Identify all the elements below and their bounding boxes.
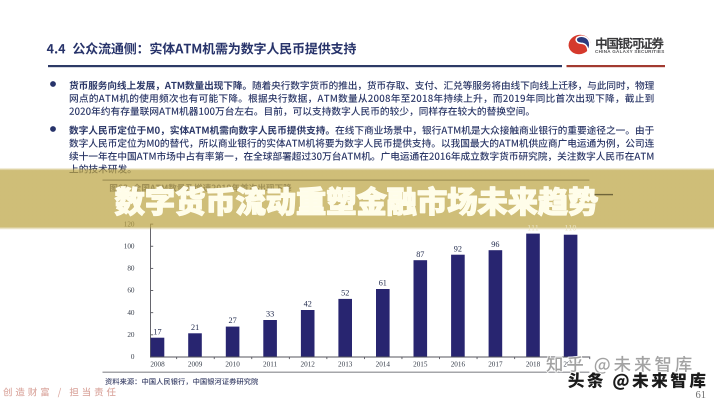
svg-text:87: 87 — [416, 250, 424, 259]
svg-text:61: 61 — [379, 279, 387, 288]
svg-text:40: 40 — [127, 309, 135, 317]
svg-text:61: 61 — [696, 390, 707, 400]
svg-text:CHINA GALAXY SECURITIES: CHINA GALAXY SECURITIES — [595, 49, 664, 54]
svg-text:2017: 2017 — [488, 360, 503, 368]
svg-text:110: 110 — [565, 223, 577, 232]
svg-text:92: 92 — [454, 244, 462, 253]
svg-text:33: 33 — [266, 310, 274, 319]
svg-text:2014: 2014 — [376, 360, 391, 368]
svg-text:27: 27 — [229, 316, 237, 325]
svg-text:2013: 2013 — [338, 360, 353, 368]
svg-text:2016: 2016 — [451, 360, 466, 368]
svg-text:2008: 2008 — [150, 360, 165, 368]
svg-text:2018: 2018 — [526, 360, 541, 368]
svg-text:80: 80 — [127, 265, 135, 273]
svg-text:0: 0 — [131, 353, 135, 361]
svg-text:100: 100 — [124, 242, 135, 250]
svg-text:60: 60 — [127, 287, 135, 295]
svg-text:2012: 2012 — [301, 360, 316, 368]
svg-text:2011: 2011 — [263, 360, 278, 368]
svg-text:21: 21 — [191, 323, 199, 332]
svg-text:42: 42 — [304, 300, 312, 309]
svg-text:111: 111 — [527, 223, 539, 232]
svg-text:52: 52 — [341, 289, 349, 298]
svg-text:2015: 2015 — [413, 360, 428, 368]
svg-text:2009: 2009 — [188, 360, 203, 368]
svg-text:17: 17 — [153, 327, 161, 336]
svg-text:20: 20 — [127, 331, 135, 339]
svg-text:2010: 2010 — [225, 360, 240, 368]
svg-text:96: 96 — [491, 240, 499, 249]
